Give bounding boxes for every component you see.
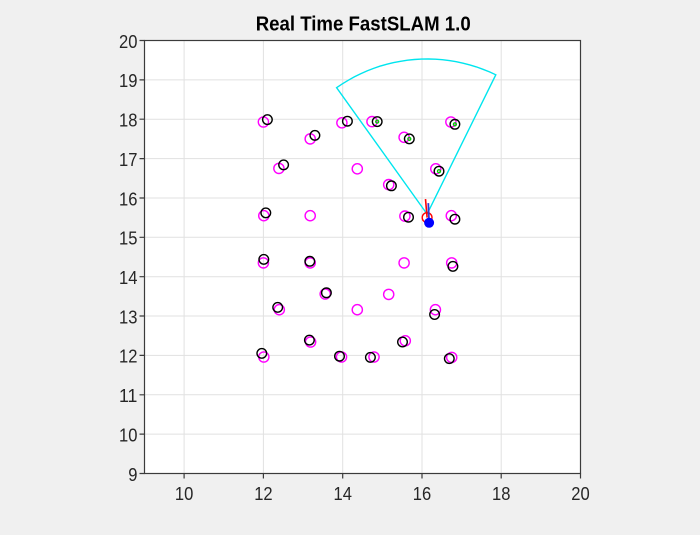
- svg-text:20: 20: [119, 31, 137, 52]
- svg-text:16: 16: [119, 188, 137, 209]
- svg-text:Real Time FastSLAM 1.0: Real Time FastSLAM 1.0: [256, 13, 471, 36]
- svg-text:19: 19: [119, 70, 137, 91]
- svg-text:10: 10: [119, 424, 137, 445]
- svg-text:9: 9: [128, 464, 137, 485]
- svg-text:18: 18: [492, 483, 510, 504]
- svg-text:12: 12: [254, 483, 272, 504]
- svg-text:13: 13: [119, 306, 137, 327]
- svg-text:18: 18: [119, 110, 137, 131]
- svg-text:10: 10: [175, 483, 193, 504]
- svg-text:17: 17: [119, 149, 137, 170]
- svg-text:20: 20: [571, 483, 589, 504]
- svg-text:14: 14: [119, 267, 137, 288]
- svg-text:15: 15: [119, 228, 137, 249]
- svg-text:14: 14: [334, 483, 352, 504]
- svg-text:11: 11: [119, 385, 137, 406]
- svg-text:12: 12: [119, 346, 137, 367]
- svg-text:16: 16: [413, 483, 431, 504]
